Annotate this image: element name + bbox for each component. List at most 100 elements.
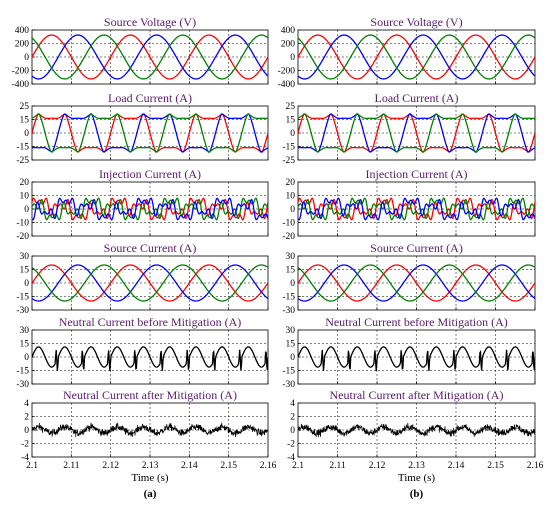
panel-label: (a) (144, 488, 157, 500)
y-tick-label: -10 (282, 219, 295, 229)
y-tick-label: 20 (286, 178, 296, 188)
y-tick-label: 30 (286, 326, 296, 336)
y-tick-label: -20 (282, 232, 295, 242)
series-line (32, 197, 268, 221)
series-line (32, 197, 268, 221)
series-line (298, 197, 535, 221)
x-tick-label: 2.16 (527, 461, 544, 471)
y-tick-label: 200 (281, 40, 296, 50)
series-line (298, 346, 535, 371)
subplot-3: Injection Current (A) 20 10 0 -10 -20 (282, 167, 536, 242)
y-tick-label: 0 (290, 129, 295, 139)
subplot-title: Neutral Current after Mitigation (A) (63, 388, 237, 402)
series-line (32, 113, 268, 153)
y-tick-label: 20 (20, 178, 30, 188)
y-tick-label: -200 (278, 67, 296, 77)
subplot-title: Source Current (A) (370, 241, 463, 255)
y-tick-label: -15 (16, 367, 29, 377)
panel-label: (b) (410, 488, 424, 500)
y-tick-label: -30 (16, 380, 29, 390)
subplot-title: Neutral Current before Mitigation (A) (325, 315, 508, 329)
series-line (32, 346, 268, 371)
x-tick-label: 2.11 (63, 461, 80, 471)
series-line (298, 113, 535, 153)
subplot-3: Injection Current (A) 20 10 0 -10 -20 (16, 167, 269, 242)
y-tick-label: -25 (282, 156, 295, 166)
series-line (32, 422, 268, 438)
subplot-1: Source Voltage (V) 400 200 0 -200 -400 (278, 15, 536, 90)
series-line (32, 113, 268, 153)
y-tick-label: 15 (20, 266, 30, 276)
subplot-1: Source Voltage (V) 400 200 0 -200 -400 (12, 15, 269, 90)
subplot-title: Neutral Current before Mitigation (A) (59, 315, 242, 329)
x-tick-label: 2.15 (487, 461, 504, 471)
y-tick-label: 0 (24, 279, 29, 289)
y-tick-label: 15 (20, 340, 30, 350)
x-tick-label: 2.13 (408, 461, 425, 471)
y-tick-label: -10 (16, 219, 29, 229)
series-line (298, 422, 535, 438)
y-tick-label: 30 (286, 252, 296, 262)
y-tick-label: -30 (282, 306, 295, 316)
x-tick-label: 2.12 (102, 461, 119, 471)
y-tick-label: 400 (281, 26, 296, 36)
y-tick-label: 0 (290, 205, 295, 215)
subplot-title: Injection Current (A) (366, 167, 468, 181)
y-tick-label: -2 (21, 440, 29, 450)
y-tick-label: -25 (16, 156, 29, 166)
x-tick-label: 2.1 (26, 461, 38, 471)
y-tick-label: 25 (20, 102, 30, 112)
series-line (298, 34, 535, 80)
y-tick-label: 0 (290, 426, 295, 436)
subplot-title: Load Current (A) (108, 91, 192, 105)
series-line (32, 264, 268, 302)
x-tick-label: 2.1 (292, 461, 304, 471)
series-line (32, 264, 268, 302)
subplot-4: Source Current (A) 30 15 0 -15 -30 (16, 241, 269, 316)
series-line (32, 197, 268, 221)
y-tick-label: -2 (287, 440, 295, 450)
y-tick-label: 0 (24, 426, 29, 436)
y-tick-label: 0 (290, 53, 295, 63)
y-tick-label: -4 (287, 453, 295, 463)
y-tick-label: 10 (20, 192, 30, 202)
series-line (298, 197, 535, 221)
y-tick-label: 15 (20, 116, 30, 126)
y-tick-label: 0 (290, 279, 295, 289)
y-tick-label: 0 (24, 53, 29, 63)
y-tick-label: 0 (24, 205, 29, 215)
series-line (298, 113, 535, 153)
series-line (32, 264, 268, 302)
x-axis-label: Time (s) (398, 472, 436, 484)
x-tick-label: 2.11 (329, 461, 346, 471)
x-axis-label: Time (s) (131, 472, 169, 484)
x-tick-label: 2.12 (369, 461, 386, 471)
x-tick-label: 2.15 (220, 461, 237, 471)
y-tick-label: -15 (16, 293, 29, 303)
series-line (298, 113, 535, 153)
y-tick-label: -30 (16, 306, 29, 316)
y-tick-label: 4 (24, 399, 29, 409)
y-tick-label: 15 (286, 340, 296, 350)
series-line (32, 34, 268, 80)
subplot-6: Neutral Current after Mitigation (A) 4 2 0 -… (21, 388, 276, 500)
y-tick-label: 4 (290, 399, 295, 409)
subplot-title: Source Voltage (V) (104, 15, 196, 29)
subplot-title: Source Voltage (V) (370, 15, 462, 29)
y-tick-label: 2 (290, 413, 295, 423)
y-tick-label: -15 (282, 293, 295, 303)
subplot-5: Neutral Current before Mitigation (A) 30 1… (16, 315, 269, 390)
series-line (298, 34, 535, 80)
subplot-title: Source Current (A) (104, 241, 197, 255)
x-tick-label: 2.14 (448, 461, 465, 471)
series-line (298, 264, 535, 302)
y-tick-label: 15 (286, 116, 296, 126)
y-tick-label: -15 (16, 143, 29, 153)
subplot-2: Load Current (A) 25 15 0 -15 -25 (16, 91, 269, 166)
series-line (298, 197, 535, 221)
y-tick-label: -20 (16, 232, 29, 242)
y-tick-label: 0 (24, 353, 29, 363)
subplot-5: Neutral Current before Mitigation (A) 30 1… (282, 315, 536, 390)
